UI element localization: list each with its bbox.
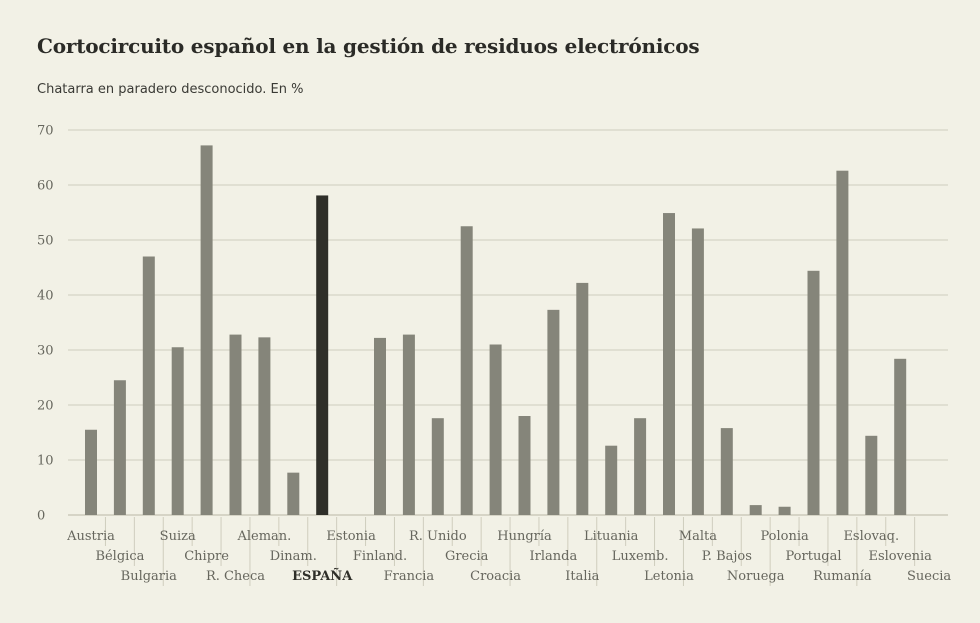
x-tick-label: Eslovenia bbox=[868, 549, 932, 564]
x-tick-label: Aleman. bbox=[236, 529, 291, 544]
bar bbox=[576, 282, 589, 515]
x-tick-label: Austria bbox=[66, 529, 115, 544]
x-tick-label: Malta bbox=[679, 529, 717, 544]
bar bbox=[663, 213, 675, 516]
x-tick-label: Francia bbox=[384, 569, 435, 584]
x-tick-label: Rumanía bbox=[813, 569, 872, 584]
bar bbox=[258, 337, 271, 515]
bar bbox=[287, 472, 300, 515]
bar-highlight bbox=[316, 195, 329, 515]
x-tick-label: Bélgica bbox=[95, 549, 144, 564]
x-tick-label: Portugal bbox=[785, 549, 841, 564]
bar bbox=[807, 270, 820, 515]
x-tick-label: Bulgaria bbox=[121, 569, 178, 584]
bar bbox=[865, 435, 878, 515]
x-axis-labels: Austria Bélgica Bulgaria Suiza Chipre R. Chec… bbox=[66, 517, 951, 586]
y-tick-label: 60 bbox=[37, 179, 54, 194]
bar bbox=[778, 506, 791, 515]
y-tick-label: 40 bbox=[37, 289, 54, 304]
x-tick-label: Hungría bbox=[497, 529, 552, 544]
x-tick-label: Eslovaq. bbox=[843, 529, 899, 544]
x-tick-label: Grecia bbox=[445, 549, 489, 564]
bar bbox=[518, 416, 531, 515]
x-tick-label: ESPAÑA bbox=[292, 568, 353, 584]
bars bbox=[85, 145, 907, 516]
bar bbox=[489, 344, 502, 515]
y-tick-label: 30 bbox=[37, 344, 54, 359]
gridlines: 0 10 20 30 40 50 60 70 bbox=[37, 124, 948, 524]
y-tick-label: 0 bbox=[37, 509, 45, 524]
chart-title: Cortocircuito español en la gestión de r… bbox=[37, 34, 700, 58]
x-tick-label: Lituania bbox=[584, 529, 639, 544]
bar bbox=[374, 337, 386, 515]
bar bbox=[85, 429, 97, 515]
bar bbox=[229, 334, 242, 515]
bar bbox=[749, 505, 762, 515]
y-tick-label: 10 bbox=[37, 454, 54, 469]
bar bbox=[894, 358, 907, 515]
x-tick-label: Luxemb. bbox=[612, 549, 669, 564]
x-tick-label: Estonia bbox=[326, 529, 376, 544]
bar bbox=[634, 418, 647, 515]
bar bbox=[547, 309, 560, 515]
x-tick-label: Noruega bbox=[727, 569, 785, 584]
x-tick-label: Dinam. bbox=[270, 549, 317, 564]
x-tick-label: Finland. bbox=[353, 549, 407, 564]
x-tick-label: P. Bajos bbox=[702, 549, 752, 564]
bar bbox=[142, 256, 155, 515]
x-tick-label: Irlanda bbox=[530, 549, 578, 564]
y-tick-label: 50 bbox=[37, 234, 54, 249]
x-tick-label: Croacia bbox=[470, 569, 521, 584]
bar bbox=[431, 418, 444, 515]
x-tick-label: Italia bbox=[565, 569, 599, 584]
x-tick-label: Chipre bbox=[184, 549, 229, 564]
x-tick-label: R. Checa bbox=[206, 569, 265, 584]
bar bbox=[113, 380, 126, 515]
x-tick-label: R. Unido bbox=[409, 529, 467, 544]
x-tick-label: Suecia bbox=[907, 569, 951, 584]
x-tick-label: Polonia bbox=[760, 529, 809, 544]
x-tick-label: Letonia bbox=[644, 569, 694, 584]
y-tick-label: 20 bbox=[37, 399, 54, 414]
x-tick-label: Suiza bbox=[160, 529, 196, 544]
y-tick-label: 70 bbox=[37, 124, 54, 139]
bar bbox=[402, 334, 415, 515]
bar bbox=[200, 145, 213, 515]
bar bbox=[720, 428, 733, 515]
bar bbox=[605, 445, 618, 515]
chart-subtitle: Chatarra en paradero desconocido. En % bbox=[37, 82, 304, 97]
bar bbox=[171, 347, 184, 515]
bar bbox=[691, 228, 704, 515]
bar bbox=[460, 226, 473, 515]
bar bbox=[836, 170, 849, 515]
